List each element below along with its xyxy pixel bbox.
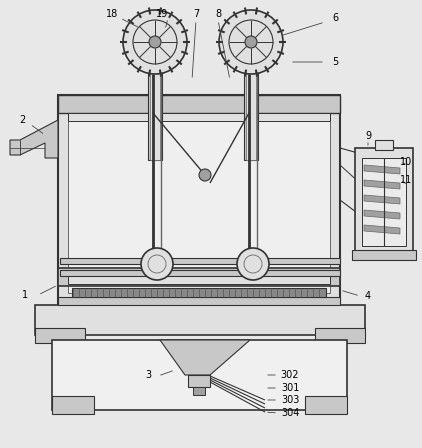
Bar <box>52 340 347 410</box>
Text: 303: 303 <box>281 395 299 405</box>
Bar <box>305 396 347 414</box>
Bar <box>375 140 393 150</box>
Circle shape <box>237 248 269 280</box>
Bar <box>52 396 94 414</box>
Polygon shape <box>10 120 58 158</box>
Bar <box>246 70 256 160</box>
Bar <box>188 375 210 387</box>
Circle shape <box>149 36 161 48</box>
Polygon shape <box>364 165 400 174</box>
Text: 19: 19 <box>156 9 168 19</box>
Circle shape <box>141 248 173 280</box>
Text: 4: 4 <box>365 291 371 301</box>
Bar <box>362 158 406 246</box>
Bar <box>355 148 413 253</box>
Polygon shape <box>364 225 400 234</box>
Polygon shape <box>364 195 400 204</box>
Bar <box>148 70 162 160</box>
Bar <box>193 387 205 395</box>
Text: 11: 11 <box>400 175 412 185</box>
Circle shape <box>245 36 257 48</box>
Circle shape <box>219 10 283 74</box>
Bar <box>72 288 326 297</box>
Bar <box>244 70 258 160</box>
Bar <box>68 113 330 121</box>
Bar <box>58 268 340 286</box>
Polygon shape <box>364 180 400 189</box>
Text: 302: 302 <box>281 370 299 380</box>
Bar <box>68 274 330 284</box>
Text: 3: 3 <box>145 370 151 380</box>
Text: 2: 2 <box>19 115 25 125</box>
Text: 6: 6 <box>332 13 338 23</box>
Bar <box>60 258 340 264</box>
Circle shape <box>199 169 211 181</box>
Text: 1: 1 <box>22 290 28 300</box>
Text: 18: 18 <box>106 9 118 19</box>
Polygon shape <box>160 340 250 375</box>
Bar <box>352 250 416 260</box>
Bar <box>58 95 340 310</box>
Text: 10: 10 <box>400 157 412 167</box>
Bar <box>315 328 365 343</box>
Text: 304: 304 <box>281 408 299 418</box>
Bar <box>58 95 340 113</box>
Bar <box>35 328 85 343</box>
Text: 5: 5 <box>332 57 338 67</box>
Text: 9: 9 <box>365 131 371 141</box>
Polygon shape <box>364 210 400 219</box>
Text: 8: 8 <box>215 9 221 19</box>
Text: 301: 301 <box>281 383 299 393</box>
Bar <box>58 297 340 305</box>
Bar <box>68 108 330 293</box>
Bar <box>60 270 340 276</box>
Text: 7: 7 <box>193 9 199 19</box>
Bar <box>150 70 160 160</box>
Bar <box>35 305 365 335</box>
Circle shape <box>123 10 187 74</box>
